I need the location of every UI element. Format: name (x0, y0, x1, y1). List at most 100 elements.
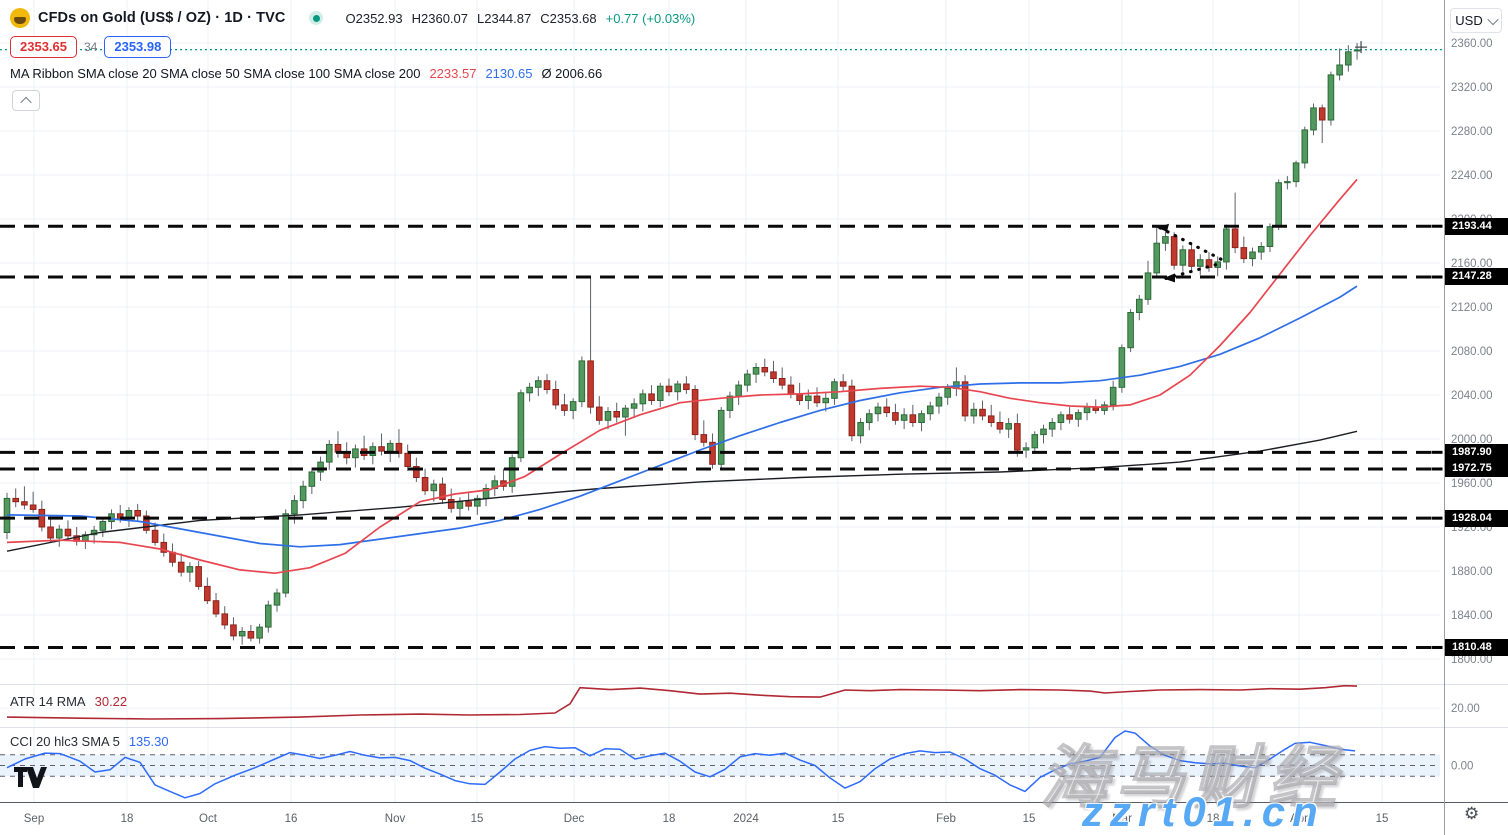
candle-body (1170, 236, 1178, 266)
candle-body (64, 528, 72, 537)
cci-legend[interactable]: CCI 20 hlc3 SMA 5 135.30 (10, 734, 169, 749)
sma-200-line (6, 430, 1358, 552)
candle-body (160, 541, 168, 553)
candle-body (787, 384, 795, 395)
candle-body (569, 401, 577, 411)
tradingview-logo[interactable] (14, 767, 48, 789)
candle-body (151, 529, 159, 543)
time-tick-label[interactable]: 18 (1207, 813, 1220, 825)
candle-body (204, 585, 211, 602)
candle-body (265, 604, 272, 628)
pennant-dotted-line (1164, 261, 1224, 281)
time-tick-label[interactable]: Feb (936, 813, 956, 825)
candle-body (474, 497, 481, 507)
time-tick-label[interactable]: 16 (285, 813, 298, 825)
price-tick-label: 1880.00 (1451, 566, 1493, 578)
candle-body (1057, 414, 1065, 424)
price-tick-label: 2160.00 (1451, 258, 1493, 270)
candle-body (1144, 272, 1152, 300)
candle-body (909, 414, 917, 424)
candle-body (935, 396, 943, 407)
time-tick-label[interactable]: 15 (1023, 813, 1036, 825)
close-value: 2353.68 (549, 10, 597, 26)
time-tick-label[interactable]: Apr (1290, 813, 1308, 825)
price-tick-label: 2120.00 (1451, 302, 1493, 314)
time-tick-label[interactable]: 2024 (733, 813, 759, 825)
time-tick-label[interactable]: Sep (24, 813, 44, 825)
time-tick-label[interactable]: 15 (1376, 813, 1389, 825)
change-value: +0.77 (+0.03%) (605, 10, 696, 26)
candle-body (996, 422, 1004, 430)
candle-body (874, 406, 882, 415)
candle-body (1040, 428, 1047, 436)
candle-body (1075, 412, 1082, 420)
candle-body (552, 389, 560, 406)
level-price-label: 1972.75 (1445, 460, 1508, 478)
cci-line (6, 730, 1356, 799)
candle-body (221, 613, 229, 626)
candle-body (1266, 226, 1274, 248)
level-price-label: 2193.44 (1445, 217, 1508, 235)
candle-body (508, 457, 516, 487)
ma-ribbon-label: MA Ribbon SMA close 20 SMA close 50 SMA … (10, 66, 421, 81)
time-tick-label[interactable]: Oct (199, 813, 218, 825)
candle-body (421, 477, 429, 492)
candle-body (352, 448, 359, 459)
candle-body (578, 360, 586, 403)
candle-body (1014, 423, 1021, 451)
cci-tick-label: 0.00 (1451, 760, 1473, 772)
time-tick-label[interactable]: 18 (663, 813, 676, 825)
candle-body (691, 389, 699, 436)
market-status-icon[interactable] (309, 11, 324, 25)
candle-body (1231, 228, 1239, 249)
price-tick-label: 2040.00 (1451, 390, 1493, 402)
candle-body (29, 504, 37, 510)
price-tick-label: 2000.00 (1451, 434, 1493, 446)
ma-ribbon-legend[interactable]: MA Ribbon SMA close 20 SMA close 50 SMA … (10, 66, 602, 81)
atr-legend[interactable]: ATR 14 RMA 30.22 (10, 694, 127, 709)
candle-body (1310, 107, 1317, 131)
symbol-title[interactable]: CFDs on Gold (US$ / OZ) · 1D · TVC (38, 10, 286, 26)
candle-body (386, 442, 394, 452)
candle-body (378, 446, 385, 452)
candle-body (1179, 249, 1187, 266)
gear-icon[interactable]: ⚙ (1464, 804, 1480, 823)
candle-body (805, 395, 812, 402)
time-tick-label[interactable]: 15 (832, 813, 845, 825)
candle-body (1353, 49, 1361, 52)
collapse-legend-button[interactable] (12, 90, 40, 111)
time-tick-label[interactable]: 15 (471, 813, 484, 825)
candle-body (717, 409, 725, 465)
ask-price-button[interactable]: 2353.98 (104, 36, 172, 58)
time-tick-label[interactable]: 18 (121, 813, 134, 825)
candle-body (1240, 247, 1248, 260)
price-tick-label: 1800.00 (1451, 654, 1493, 666)
bid-ask-row: 2353.65 34 2353.98 (10, 36, 172, 58)
time-tick-label[interactable]: Nov (385, 813, 406, 825)
candle-body (622, 407, 629, 418)
candle-body (1196, 259, 1204, 267)
candle-body (134, 510, 141, 517)
candle-body (1275, 182, 1282, 228)
candle-body (404, 452, 411, 468)
candle-body (1162, 236, 1169, 244)
time-axis-bg[interactable] (0, 802, 1508, 835)
candle-body (99, 521, 107, 531)
candle-body (839, 381, 847, 387)
candle-body (944, 387, 951, 398)
atr-value: 30.22 (94, 694, 128, 709)
pennant-arrowhead (1163, 273, 1175, 283)
candle-body (282, 513, 290, 594)
time-tick-label[interactable]: Mar (1112, 813, 1132, 825)
time-tick-label[interactable]: Dec (564, 813, 585, 825)
candle-body (630, 403, 638, 409)
candle-body (47, 526, 54, 539)
bid-price-button[interactable]: 2353.65 (10, 36, 77, 58)
candle-body (813, 395, 821, 404)
candle-body (517, 392, 525, 459)
currency-selector-button[interactable]: USD (1450, 8, 1502, 33)
candle-body (796, 393, 803, 402)
candle-body (325, 444, 333, 463)
candle-body (465, 501, 472, 507)
